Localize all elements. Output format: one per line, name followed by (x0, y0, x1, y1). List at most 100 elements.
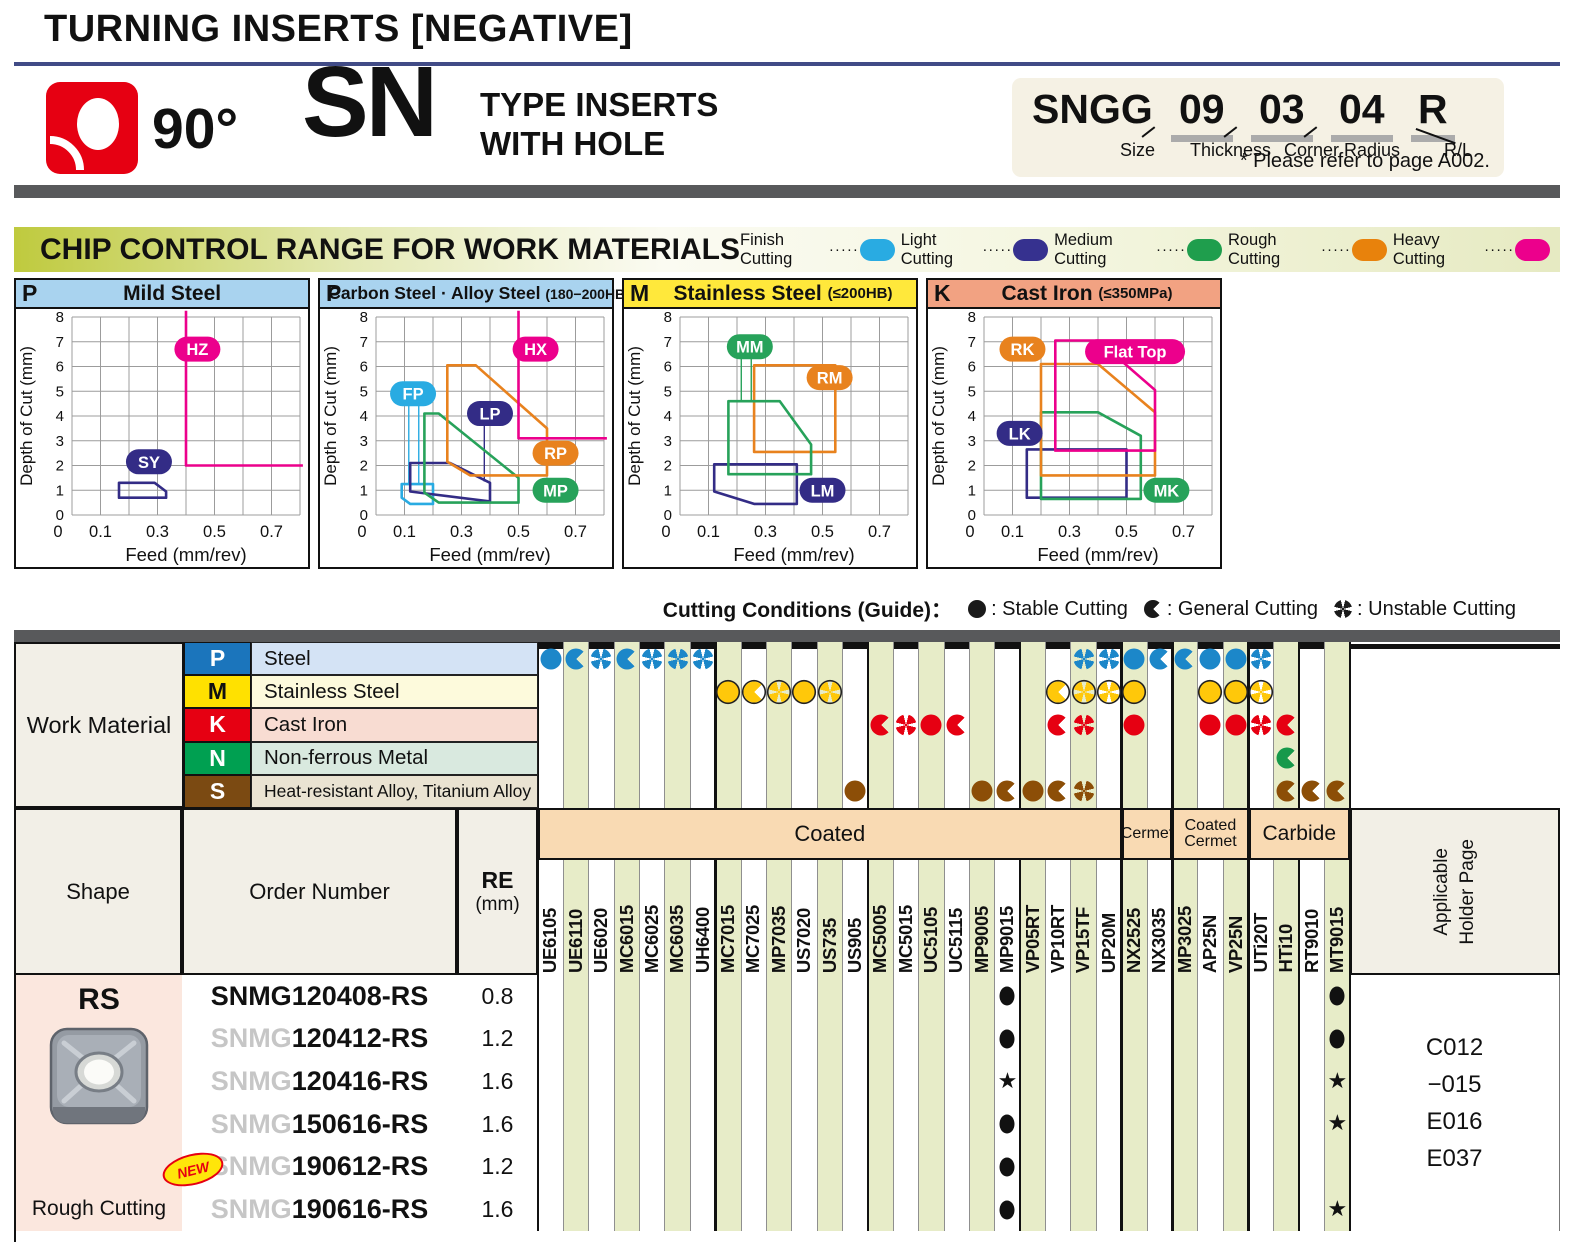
order-rest: 120408-RS (291, 980, 429, 1011)
order-number[interactable]: SNMG 190616-RS (182, 1188, 457, 1231)
svg-text:LK: LK (1009, 425, 1031, 443)
grade-name: US905 (843, 917, 865, 973)
rating-general-m-VP10RT (1047, 681, 1069, 703)
grade-column-RT9010: RT9010 (1299, 860, 1324, 973)
group-header-coated: Coated (538, 808, 1122, 860)
order-number-header-cell: Order Number (182, 808, 457, 975)
svg-text:0.1: 0.1 (1001, 523, 1024, 541)
grade-column-stripe (1121, 642, 1147, 1231)
availability-dot-MP9015 (999, 1114, 1015, 1134)
designation-note: * Please refer to page A002. (1239, 150, 1490, 172)
rating-stable-m-VP25N (1225, 681, 1247, 703)
series-code: SN (302, 46, 438, 158)
rating-stable-p-VP25N (1225, 648, 1247, 670)
grade-column-MC6025: MC6025 (640, 860, 665, 973)
order-prefix: SNMG (210, 980, 292, 1011)
svg-text:2: 2 (968, 458, 976, 475)
grade-column-US7020: US7020 (792, 860, 817, 973)
svg-text:5: 5 (360, 383, 368, 400)
svg-text:0: 0 (664, 507, 672, 524)
order-number[interactable]: SNMG 120408-RS (182, 975, 457, 1018)
column-group-line (1298, 642, 1301, 1231)
type-line-1: TYPE INSERTS (480, 86, 719, 123)
re-value: 1.2 (481, 1025, 514, 1052)
legend-label: Medium Cutting (1054, 230, 1113, 268)
rating-stable-s-VP05RT (1022, 780, 1044, 802)
rating-stable-s-US905 (844, 780, 866, 802)
insert-photo (16, 1023, 182, 1139)
rating-stable-m-NX2525 (1123, 681, 1145, 703)
svg-text:Feed (mm/rev): Feed (mm/rev) (1037, 544, 1158, 565)
chart-stainless-steel: M Stainless Steel (≤200HB) 0 1 2 3 4 5 6 7 8 0 0.1… (622, 278, 918, 569)
svg-text:0.3: 0.3 (450, 523, 473, 541)
legend-item: Finish Cutting ····· (740, 231, 895, 269)
legend-label: Light Cutting (900, 230, 954, 268)
grade-name: UC5105 (920, 906, 942, 973)
svg-text:0.3: 0.3 (146, 523, 169, 541)
svg-text:6: 6 (664, 359, 672, 376)
grade-name: MC7025 (742, 904, 764, 973)
svg-text:1: 1 (968, 482, 976, 499)
column-line (1197, 642, 1199, 1231)
re-value: 1.6 (481, 1196, 514, 1223)
order-number[interactable]: SNMG 120412-RS (182, 1018, 457, 1061)
grade-column-stripe (766, 642, 792, 1231)
column-line (639, 642, 640, 1231)
svg-text:5: 5 (664, 383, 672, 400)
grade-name: MC6015 (615, 904, 637, 973)
grade-column-UP20M: UP20M (1096, 860, 1121, 973)
grade-column-MC6015: MC6015 (614, 860, 639, 973)
grade-name: VP15TF (1072, 906, 1094, 973)
iso-badge-p: P (22, 280, 38, 306)
column-line (1095, 642, 1097, 1231)
order-number[interactable]: SNMG 120416-RS (182, 1060, 457, 1103)
chip-control-title: CHIP CONTROL RANGE FOR WORK MATERIALS (40, 232, 740, 266)
legend-pill (859, 238, 895, 261)
grade-column-MT9015: MT9015 (1325, 860, 1350, 973)
grade-name: AP25N (1199, 914, 1221, 973)
column-line (613, 642, 615, 1231)
grade-name: US735 (818, 917, 840, 973)
chart-header-cast-iron: K Cast Iron (≤350MPa) (928, 280, 1220, 309)
material-badge-m: M (184, 675, 251, 709)
shape-cell: RS Rough Cutting (14, 975, 182, 1231)
column-line (994, 642, 996, 1231)
availability-dot-MT9015 (1329, 1029, 1345, 1049)
rating-stable-s-MP9005 (971, 780, 993, 802)
general-symbol-icon (1143, 599, 1162, 618)
order-number[interactable]: SNMG 190612-RS (182, 1146, 457, 1189)
svg-text:7: 7 (56, 334, 64, 351)
chip-chart-svg: 0 1 2 3 4 5 6 7 8 0 0.1 0.3 0.5 0.7 Depth of Cut (mm) F… (625, 309, 909, 565)
condition-label: : General Cutting (1166, 597, 1319, 620)
availability-dot-MP9015 (999, 1157, 1015, 1177)
grade-column-UTi20T: UTi20T (1249, 860, 1274, 973)
column-line (664, 642, 666, 1231)
grade-column-US735: US735 (817, 860, 842, 973)
column-line (588, 642, 590, 1231)
svg-text:2: 2 (360, 458, 368, 475)
column-line (562, 642, 564, 1231)
grade-name: MC5005 (869, 904, 891, 973)
svg-text:7: 7 (968, 334, 976, 351)
grade-column-stripe (563, 642, 589, 1231)
grade-column-stripe (918, 642, 944, 1231)
grade-column-UH6400: UH6400 (690, 860, 715, 973)
order-number[interactable]: SNMG 150616-RS (182, 1103, 457, 1146)
svg-text:Depth of Cut (mm): Depth of Cut (mm) (321, 346, 340, 486)
grade-name: MC7015 (717, 904, 739, 973)
chart-title: Carbon Steel · Alloy Steel (180−200HB) (328, 283, 630, 303)
rating-general-p-NX3035 (1149, 648, 1171, 670)
rating-unstable-p-UTi20T (1250, 648, 1272, 670)
holder-page: E016 (1426, 1108, 1483, 1135)
rating-unstable-k-VP15TF (1073, 714, 1095, 736)
order-prefix: SNMG (210, 1023, 292, 1054)
rating-general-k-MC5005 (870, 714, 892, 736)
chip-chart-svg: 0 1 2 3 4 5 6 7 8 0 0.1 0.3 0.5 0.7 Depth of Cut (mm) F… (929, 309, 1213, 565)
rating-stable-k-UC5105 (920, 714, 942, 736)
grade-column-MC5005: MC5005 (868, 860, 893, 973)
order-prefix: SNMG (210, 1066, 292, 1097)
title-divider (14, 62, 1560, 66)
table-top-band (14, 630, 1560, 642)
rating-unstable-s-VP15TF (1073, 780, 1095, 802)
